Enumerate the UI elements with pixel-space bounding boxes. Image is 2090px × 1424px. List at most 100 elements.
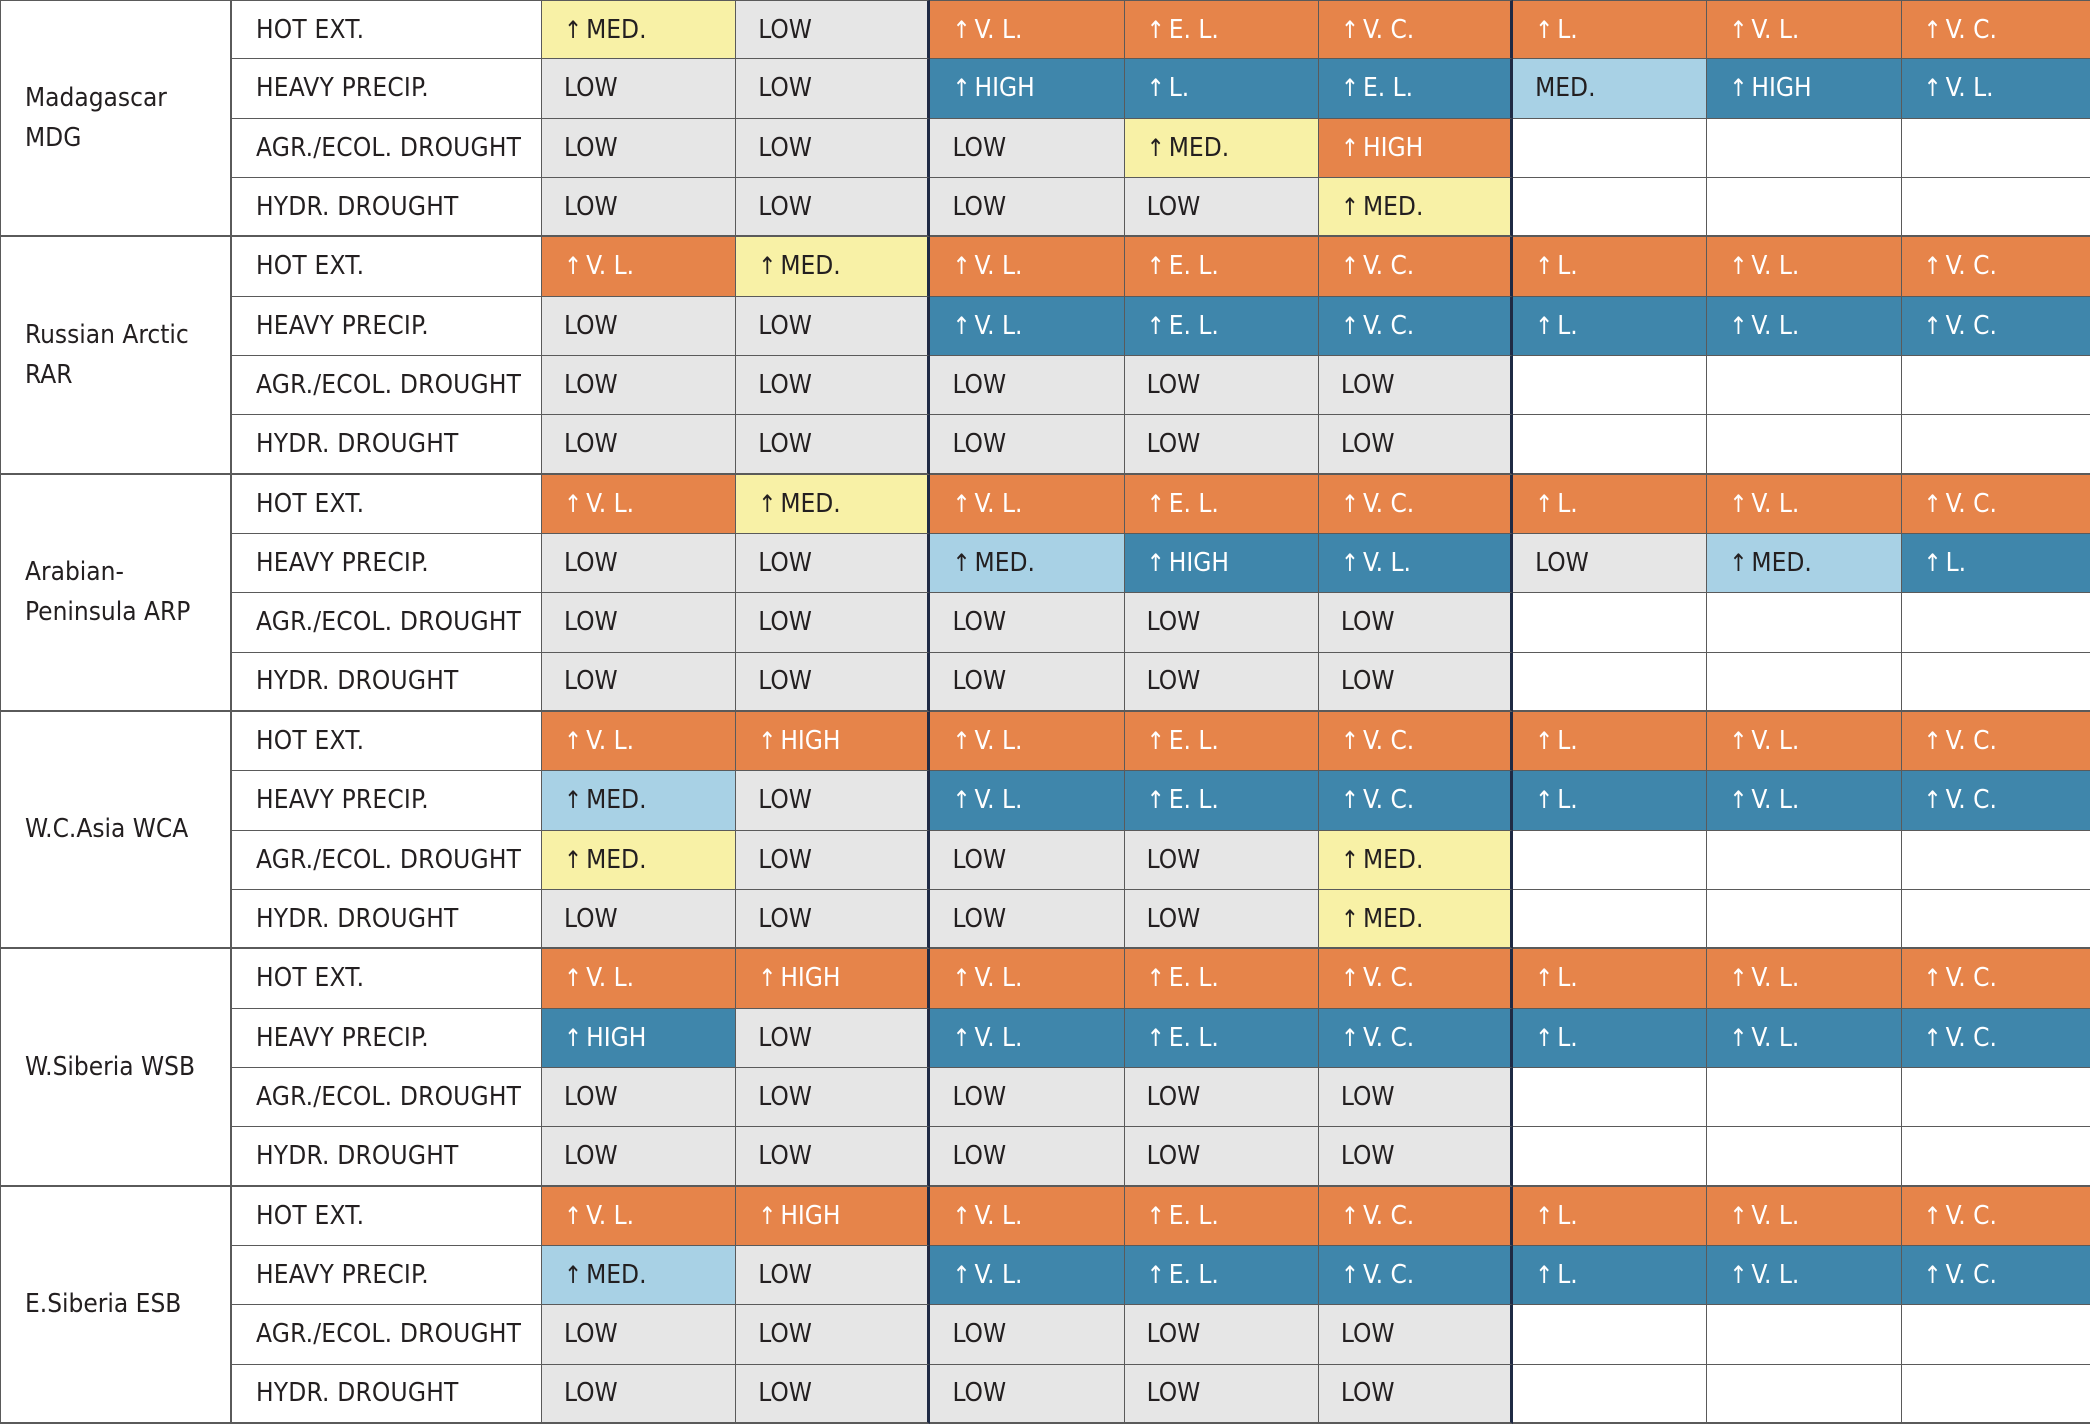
assessment-value: V. C.	[1362, 963, 1415, 994]
assessment-cell: ↑ MED.	[736, 237, 931, 297]
assessment-cell: ↑ V. C.	[1318, 296, 1514, 356]
assessment-value: MED.	[586, 785, 647, 816]
assessment-cell: ↑ V. C.	[1318, 949, 1514, 1009]
arrow-up-icon: ↑	[1146, 311, 1165, 340]
assessment-cell: ↑ E. L.	[1124, 296, 1319, 356]
assessment-value: E. L.	[1168, 251, 1219, 282]
assessment-value: V. L.	[974, 1200, 1023, 1231]
assessment-cell: ↑ V. C.	[1901, 1008, 2090, 1068]
assessment-cell	[1901, 177, 2090, 238]
assessment-value: LOW	[564, 666, 618, 697]
assessment-value: L.	[1945, 548, 1967, 579]
assessment-cell: LOW	[930, 118, 1125, 178]
assessment-cell: ↑ V. L.	[542, 237, 737, 297]
region-label: W.C.Asia WCA	[25, 814, 189, 845]
assessment-value: V. L.	[1751, 488, 1800, 519]
assessment-value: HIGH	[974, 73, 1035, 104]
assessment-value: MED.	[586, 1260, 647, 1291]
assessment-value: MED.	[1751, 548, 1812, 579]
assessment-cell: ↑ MED.	[1318, 177, 1514, 238]
assessment-cell: LOW	[1124, 593, 1319, 653]
assessment-cell: ↑ MED.	[1318, 889, 1514, 950]
arrow-up-icon: ↑	[1146, 727, 1165, 756]
hazard-label-agr-ecol-drought: AGR./ECOL. DROUGHT	[232, 118, 542, 178]
arrow-up-icon: ↑	[1729, 1261, 1748, 1290]
arrow-up-icon: ↑	[758, 964, 777, 993]
assessment-cell: ↑ L.	[1513, 237, 1708, 297]
assessment-cell	[1901, 889, 2090, 950]
arrow-up-icon: ↑	[564, 1261, 583, 1290]
assessment-cell: LOW	[736, 533, 931, 594]
assessment-cell	[1513, 1067, 1708, 1128]
assessment-cell: ↑ V. L.	[1707, 474, 1902, 534]
arrow-up-icon: ↑	[1923, 1201, 1942, 1230]
assessment-value: LOW	[564, 310, 618, 341]
assessment-cell: LOW	[930, 1067, 1125, 1128]
assessment-cell: LOW	[1318, 1364, 1514, 1424]
assessment-value: V. C.	[1362, 14, 1415, 45]
assessment-value: LOW	[952, 1140, 1007, 1171]
assessment-cell: ↑ V. L.	[1901, 59, 2090, 119]
assessment-value: V. C.	[1945, 251, 1997, 282]
assessment-value: HIGH	[1168, 548, 1229, 579]
assessment-cell: ↑ V. L.	[930, 474, 1125, 534]
region-name: E.Siberia ESB	[0, 1186, 232, 1424]
assessment-cell: ↑ V. L.	[930, 237, 1125, 297]
assessment-cell	[1901, 593, 2090, 653]
assessment-cell: ↑ L.	[1901, 533, 2090, 594]
assessment-cell	[1513, 177, 1708, 238]
hazard-label-hot-ext: HOT EXT.	[232, 711, 542, 772]
arrow-up-icon: ↑	[952, 74, 971, 103]
assessment-cell: ↑ MED.	[930, 533, 1125, 594]
arrow-up-icon: ↑	[1923, 252, 1942, 281]
assessment-cell: LOW	[1124, 415, 1319, 475]
assessment-cell	[1513, 1364, 1708, 1424]
arrow-up-icon: ↑	[758, 1201, 777, 1230]
assessment-value: LOW	[564, 1378, 618, 1409]
assessment-cell: ↑ V. C.	[1901, 474, 2090, 534]
assessment-value: LOW	[1340, 370, 1395, 401]
assessment-cell: LOW	[542, 177, 737, 238]
assessment-value: MED.	[780, 488, 841, 519]
arrow-up-icon: ↑	[1923, 15, 1942, 44]
arrow-up-icon: ↑	[952, 786, 971, 815]
assessment-value: V. L.	[586, 251, 635, 282]
arrow-up-icon: ↑	[564, 727, 583, 756]
assessment-value: L.	[1557, 488, 1578, 519]
assessment-cell: ↑ V. L.	[1707, 771, 1902, 831]
arrow-up-icon: ↑	[1729, 727, 1748, 756]
hazard-label-hot-ext: HOT EXT.	[232, 949, 542, 1009]
assessment-cell: ↑ V. C.	[1318, 711, 1514, 772]
assessment-cell: ↑ L.	[1124, 59, 1319, 119]
assessment-value: V. L.	[1362, 548, 1411, 579]
arrow-up-icon: ↑	[1146, 15, 1165, 44]
assessment-cell: ↑ V. L.	[1318, 533, 1514, 594]
assessment-cell	[1513, 1305, 1708, 1365]
assessment-cell: ↑ MED.	[542, 771, 737, 831]
assessment-cell: ↑ V. C.	[1318, 1186, 1514, 1246]
arrow-up-icon: ↑	[1729, 311, 1748, 340]
assessment-cell: ↑ L.	[1513, 711, 1708, 772]
region-name: Russian Arctic RAR	[0, 237, 232, 475]
assessment-value: V. L.	[974, 310, 1023, 341]
assessment-value: LOW	[758, 73, 812, 104]
assessment-value: LOW	[1340, 1319, 1395, 1350]
arrow-up-icon: ↑	[1340, 549, 1359, 578]
assessment-value: V. C.	[1945, 1260, 1997, 1291]
assessment-cell: LOW	[736, 118, 931, 178]
arrow-up-icon: ↑	[952, 252, 971, 281]
assessment-cell	[1707, 177, 1902, 238]
assessment-cell	[1901, 118, 2090, 178]
arrow-up-icon: ↑	[1535, 1023, 1554, 1052]
arrow-up-icon: ↑	[1146, 1261, 1165, 1290]
arrow-up-icon: ↑	[564, 786, 583, 815]
assessment-value: V. L.	[586, 1200, 635, 1231]
assessment-cell	[1513, 415, 1708, 475]
assessment-cell: ↑ L.	[1513, 949, 1708, 1009]
arrow-up-icon: ↑	[1923, 727, 1942, 756]
assessment-value: LOW	[564, 428, 618, 459]
assessment-cell: ↑ E. L.	[1124, 949, 1319, 1009]
arrow-up-icon: ↑	[758, 489, 777, 518]
assessment-cell	[1513, 355, 1708, 416]
assessment-value: V. C.	[1362, 726, 1415, 757]
